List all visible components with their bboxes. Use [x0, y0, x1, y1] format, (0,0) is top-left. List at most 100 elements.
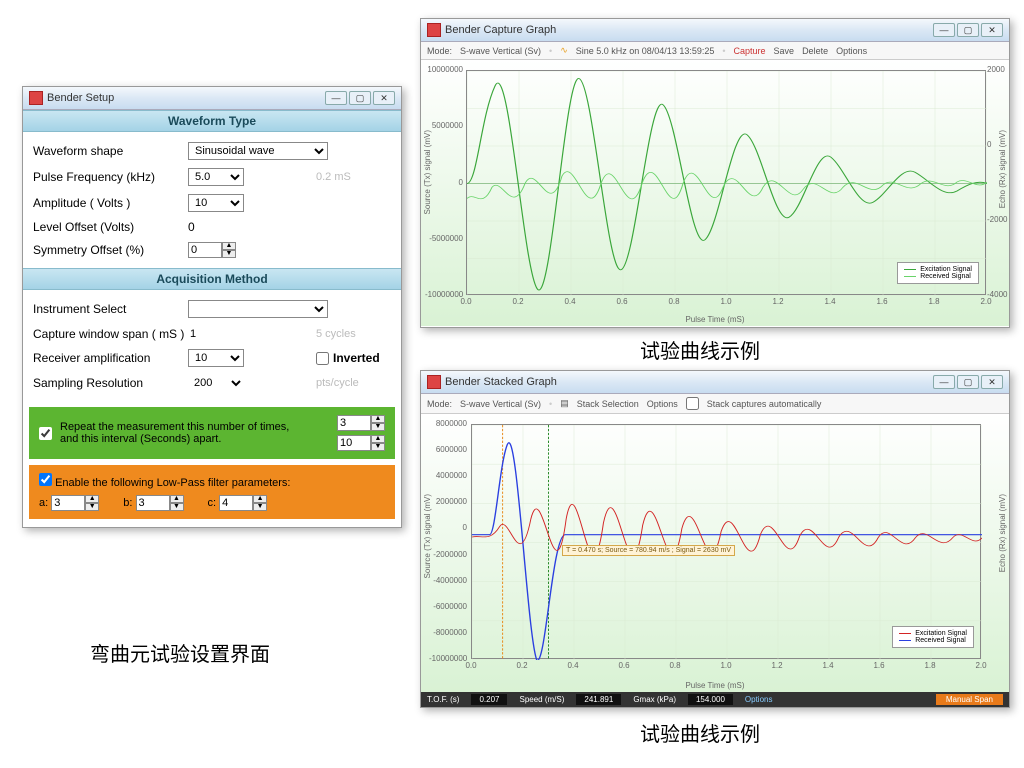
- capture-chart: Source (Tx) signal (mV) Echo (Rx) signal…: [421, 60, 1009, 326]
- app-icon: [427, 23, 441, 37]
- stack-icon: ▤: [560, 398, 569, 409]
- freq-label: Pulse Frequency (kHz): [33, 170, 188, 184]
- instr-label: Instrument Select: [33, 302, 188, 316]
- setup-caption: 弯曲元试验设置界面: [90, 638, 270, 667]
- rxamp-select[interactable]: 10: [188, 349, 244, 367]
- minimize-button[interactable]: —: [933, 375, 955, 389]
- maximize-button[interactable]: ▢: [349, 91, 371, 105]
- legend-rx: Received Signal: [915, 637, 966, 644]
- save-button[interactable]: Save: [774, 46, 795, 56]
- mode-label: Mode:: [427, 399, 452, 409]
- filter-c-stepper[interactable]: ▲▼: [219, 495, 267, 511]
- sym-stepper[interactable]: ▲▼: [188, 242, 236, 258]
- filter-text: Enable the following Low-Pass filter par…: [55, 477, 290, 489]
- close-button[interactable]: ✕: [981, 23, 1003, 37]
- mode-value: S-wave Vertical (Sv): [460, 399, 541, 409]
- freq-select[interactable]: 5.0: [188, 168, 244, 186]
- span-input[interactable]: [188, 327, 228, 341]
- inverted-checkbox[interactable]: [316, 352, 329, 365]
- legend-exc: Excitation Signal: [915, 630, 967, 637]
- chart-bottom-caption: 试验曲线示例: [640, 718, 760, 747]
- setup-titlebar: Bender Setup — ▢ ✕: [23, 87, 401, 110]
- legend-exc: Excitation Signal: [920, 266, 972, 273]
- bender-setup-window: Bender Setup — ▢ ✕ Waveform Type Wavefor…: [22, 86, 402, 528]
- capture-legend: Excitation Signal Received Signal: [897, 262, 979, 284]
- capture-graph-window: Bender Capture Graph —▢✕ Mode: S-wave Ve…: [420, 18, 1010, 328]
- stacked-footer: T.O.F. (s) 0.207 Speed (m/S) 241.891 Gma…: [421, 692, 1009, 707]
- filter-c-label: c:: [208, 497, 217, 509]
- delete-button[interactable]: Delete: [802, 46, 828, 56]
- filter-b-label: b:: [123, 497, 132, 509]
- xaxis-title: Pulse Time (mS): [421, 681, 1009, 690]
- level-value: 0: [188, 220, 308, 234]
- app-icon: [427, 375, 441, 389]
- span-label: Capture window span ( mS ): [33, 327, 188, 341]
- speed-value: 241.891: [576, 694, 621, 705]
- span-hint: 5 cycles: [316, 328, 356, 340]
- options-button[interactable]: Options: [647, 399, 678, 409]
- app-icon: [29, 91, 43, 105]
- repeat-interval-stepper[interactable]: ▲▼: [337, 435, 385, 451]
- filter-a-label: a:: [39, 497, 48, 509]
- chart-top-caption: 试验曲线示例: [640, 335, 760, 364]
- acquisition-form: Instrument Select Capture window span ( …: [23, 290, 401, 401]
- capture-button[interactable]: Capture: [734, 46, 766, 56]
- stacked-title: Bender Stacked Graph: [445, 376, 557, 388]
- inverted-label: Inverted: [333, 351, 380, 365]
- cursor-info: T = 0.470 s; Source = 780.94 m/s ; Signa…: [562, 545, 735, 556]
- close-button[interactable]: ✕: [981, 375, 1003, 389]
- capture-title: Bender Capture Graph: [445, 24, 556, 36]
- stacked-toolbar: Mode: S-wave Vertical (Sv) • ▤ Stack Sel…: [421, 394, 1009, 414]
- freq-hint: 0.2 mS: [316, 171, 351, 183]
- section-acquisition: Acquisition Method: [23, 268, 401, 290]
- minimize-button[interactable]: —: [325, 91, 347, 105]
- footer-options[interactable]: Options: [745, 695, 773, 704]
- yaxis-right-title: Echo (Rx) signal (mV): [998, 494, 1007, 572]
- amp-select[interactable]: 10: [188, 194, 244, 212]
- amp-label: Amplitude ( Volts ): [33, 196, 188, 210]
- sym-input[interactable]: [188, 242, 222, 258]
- stacked-svg: [472, 425, 982, 660]
- level-label: Level Offset (Volts): [33, 220, 188, 234]
- repeat-checkbox[interactable]: [39, 427, 52, 440]
- tof-value: 0.207: [471, 694, 507, 705]
- mode-value: S-wave Vertical (Sv): [460, 46, 541, 56]
- instr-select[interactable]: [188, 300, 328, 318]
- shape-select[interactable]: Sinusoidal wave: [188, 142, 328, 160]
- sine-icon: ∿: [560, 45, 568, 56]
- auto-stack-checkbox[interactable]: [686, 397, 699, 410]
- stacked-plot: T = 0.470 s; Source = 780.94 m/s ; Signa…: [471, 424, 981, 659]
- filter-b-stepper[interactable]: ▲▼: [136, 495, 184, 511]
- filter-a-stepper[interactable]: ▲▼: [51, 495, 99, 511]
- manual-span-button[interactable]: Manual Span: [936, 694, 1003, 705]
- stack-select[interactable]: Stack Selection: [577, 399, 639, 409]
- capture-plot: Excitation Signal Received Signal: [466, 70, 986, 295]
- tof-label: T.O.F. (s): [427, 695, 459, 704]
- stacked-titlebar: Bender Stacked Graph —▢✕: [421, 371, 1009, 394]
- capture-toolbar: Mode: S-wave Vertical (Sv) • ∿ Sine 5.0 …: [421, 42, 1009, 60]
- stacked-chart: Source (Tx) signal (mV) Echo (Rx) signal…: [421, 414, 1009, 692]
- options-button[interactable]: Options: [836, 46, 867, 56]
- minimize-button[interactable]: —: [933, 23, 955, 37]
- sine-info: Sine 5.0 kHz on 08/04/13 13:59:25: [576, 46, 715, 56]
- maximize-button[interactable]: ▢: [957, 23, 979, 37]
- repeat-times-stepper[interactable]: ▲▼: [337, 415, 385, 431]
- yaxis-left-title: Source (Tx) signal (mV): [423, 494, 432, 578]
- maximize-button[interactable]: ▢: [957, 375, 979, 389]
- setup-title: Bender Setup: [47, 92, 114, 104]
- auto-stack-label: Stack captures automatically: [707, 399, 822, 409]
- rxamp-label: Receiver amplification: [33, 351, 188, 365]
- sym-label: Symmetry Offset (%): [33, 243, 188, 257]
- close-button[interactable]: ✕: [373, 91, 395, 105]
- speed-label: Speed (m/S): [519, 695, 564, 704]
- filter-checkbox[interactable]: [39, 473, 52, 486]
- repeat-box: Repeat the measurement this number of ti…: [29, 407, 395, 459]
- section-waveform: Waveform Type: [23, 110, 401, 132]
- stacked-legend: Excitation Signal Received Signal: [892, 626, 974, 648]
- yaxis-left-title: Source (Tx) signal (mV): [423, 130, 432, 214]
- legend-rx: Received Signal: [920, 273, 971, 280]
- gmax-label: Gmax (kPa): [633, 695, 676, 704]
- sres-select[interactable]: 200: [188, 375, 244, 391]
- waveform-form: Waveform shape Sinusoidal wave Pulse Fre…: [23, 132, 401, 268]
- gmax-value: 154.000: [688, 694, 733, 705]
